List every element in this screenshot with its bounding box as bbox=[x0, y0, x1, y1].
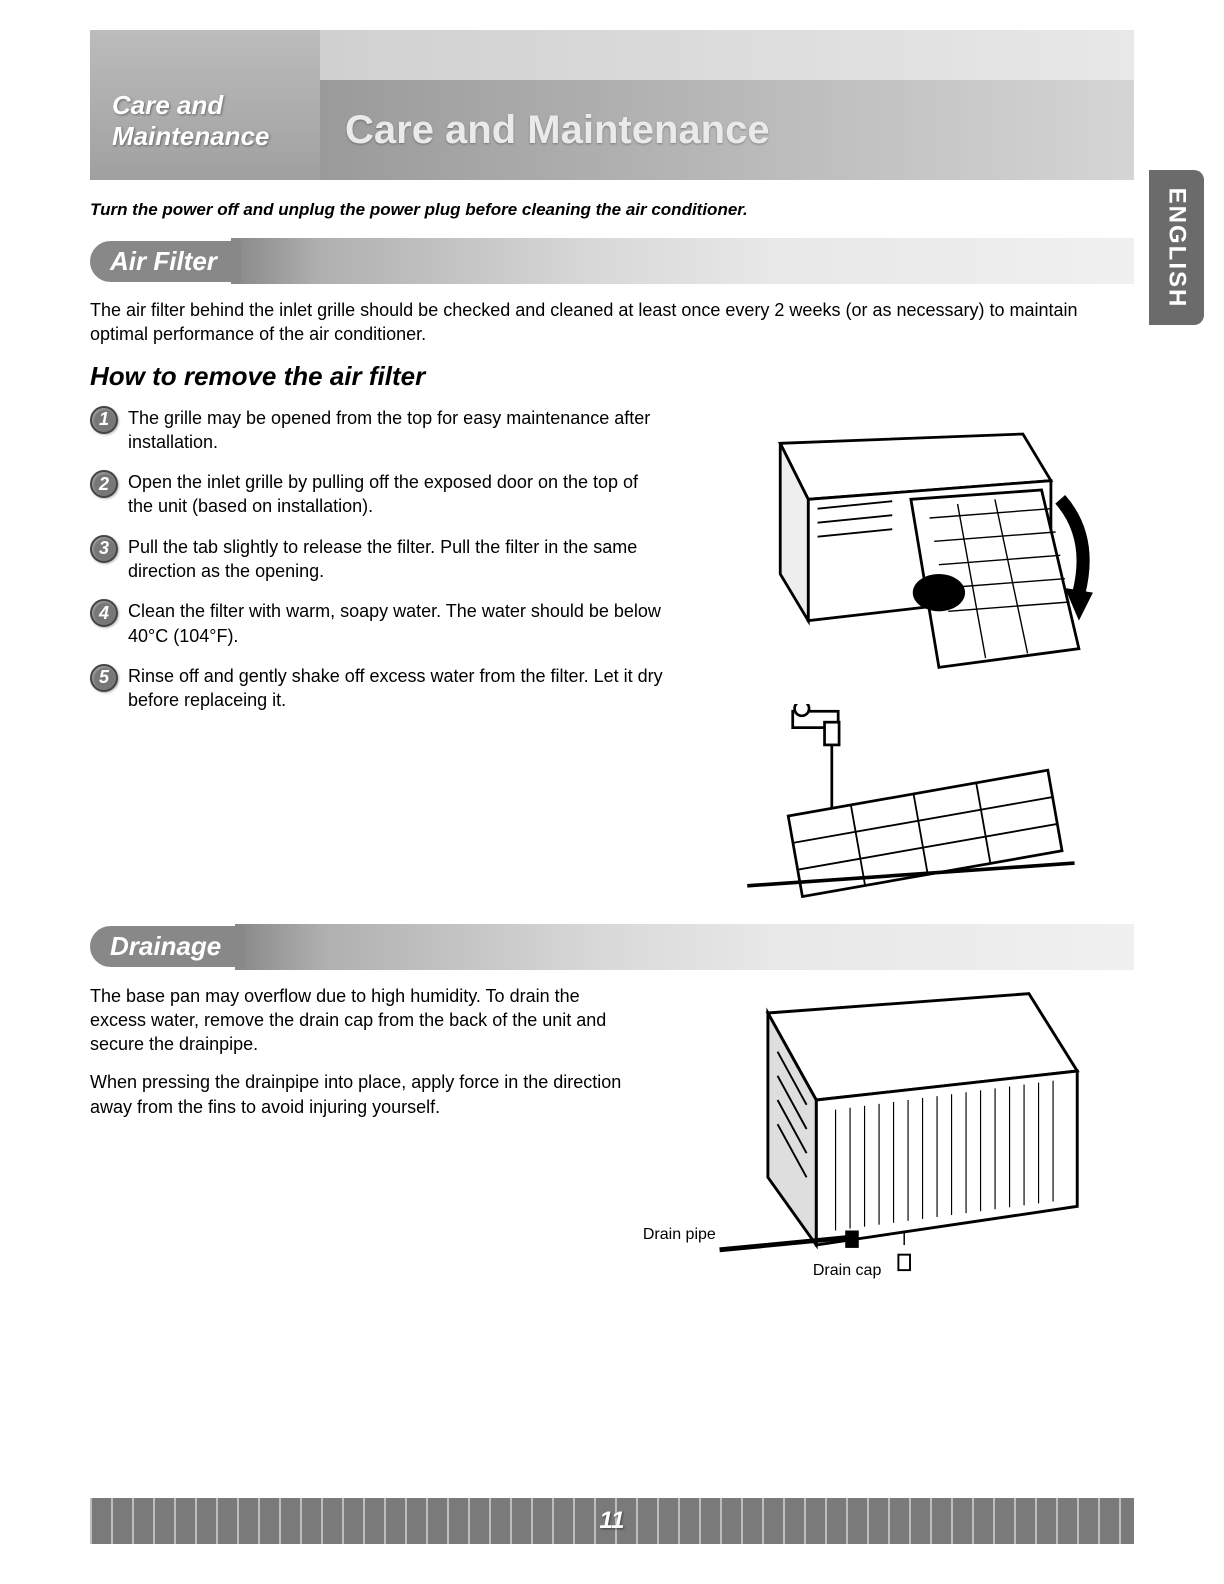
step-text: Pull the tab slightly to release the fil… bbox=[128, 535, 664, 584]
illustration-column bbox=[688, 406, 1134, 904]
banner-top-strip bbox=[320, 30, 1134, 80]
warning-text: Turn the power off and unplug the power … bbox=[90, 200, 1134, 220]
step-item: 4 Clean the filter with warm, soapy wate… bbox=[90, 599, 664, 648]
steps-list: 1 The grille may be opened from the top … bbox=[90, 406, 664, 713]
step-item: 3 Pull the tab slightly to release the f… bbox=[90, 535, 664, 584]
step-number-icon: 1 bbox=[90, 406, 118, 434]
footer-ruler: 11 bbox=[90, 1498, 1134, 1544]
step-number-icon: 2 bbox=[90, 470, 118, 498]
top-banner: Care and Maintenance Care and Maintenanc… bbox=[90, 30, 1134, 180]
step-item: 1 The grille may be opened from the top … bbox=[90, 406, 664, 455]
air-filter-intro: The air filter behind the inlet grille s… bbox=[90, 298, 1134, 347]
drain-cap-label: Drain cap bbox=[813, 1262, 881, 1280]
language-tab-text: ENGLISH bbox=[1163, 187, 1191, 308]
banner-left-line1: Care and bbox=[112, 90, 310, 121]
section-bar-drainage: Drainage bbox=[90, 924, 1134, 970]
steps-column: 1 The grille may be opened from the top … bbox=[90, 406, 664, 904]
banner-left-panel: Care and Maintenance bbox=[90, 30, 320, 180]
section-bar-air-filter: Air Filter bbox=[90, 238, 1134, 284]
section-title-drainage: Drainage bbox=[90, 926, 245, 967]
manual-page: Care and Maintenance Care and Maintenanc… bbox=[0, 0, 1224, 1584]
step-text: Open the inlet grille by pulling off the… bbox=[128, 470, 664, 519]
drainage-text-column: The base pan may overflow due to high hu… bbox=[90, 984, 633, 1274]
drainage-para2: When pressing the drainpipe into place, … bbox=[90, 1070, 633, 1119]
step-number-icon: 3 bbox=[90, 535, 118, 563]
step-text: Clean the filter with warm, soapy water.… bbox=[128, 599, 664, 648]
page-number: 11 bbox=[600, 1507, 625, 1535]
drain-pipe-label: Drain pipe bbox=[643, 1226, 716, 1244]
section-stripe bbox=[235, 924, 1134, 970]
section-title-air-filter: Air Filter bbox=[90, 241, 241, 282]
step-text: The grille may be opened from the top fo… bbox=[128, 406, 664, 455]
section-stripe bbox=[231, 238, 1134, 284]
air-filter-subheading: How to remove the air filter bbox=[90, 361, 1134, 392]
step-number-icon: 5 bbox=[90, 664, 118, 692]
drainage-para1: The base pan may overflow due to high hu… bbox=[90, 984, 633, 1057]
air-filter-content: 1 The grille may be opened from the top … bbox=[90, 406, 1134, 904]
ac-filter-illustration bbox=[688, 406, 1134, 686]
banner-right-title: Care and Maintenance bbox=[345, 108, 770, 153]
drainage-content: The base pan may overflow due to high hu… bbox=[90, 984, 1134, 1274]
filter-washing-illustration bbox=[688, 704, 1134, 904]
banner-right-panel: Care and Maintenance bbox=[320, 80, 1134, 180]
banner-left-line2: Maintenance bbox=[112, 121, 310, 152]
language-tab: ENGLISH bbox=[1149, 170, 1204, 325]
step-text: Rinse off and gently shake off excess wa… bbox=[128, 664, 664, 713]
step-number-icon: 4 bbox=[90, 599, 118, 627]
step-item: 5 Rinse off and gently shake off excess … bbox=[90, 664, 664, 713]
step-item: 2 Open the inlet grille by pulling off t… bbox=[90, 470, 664, 519]
drain-illustration bbox=[653, 984, 1134, 1274]
drainage-illustration-column: Drain pipe Drain cap bbox=[653, 984, 1134, 1274]
